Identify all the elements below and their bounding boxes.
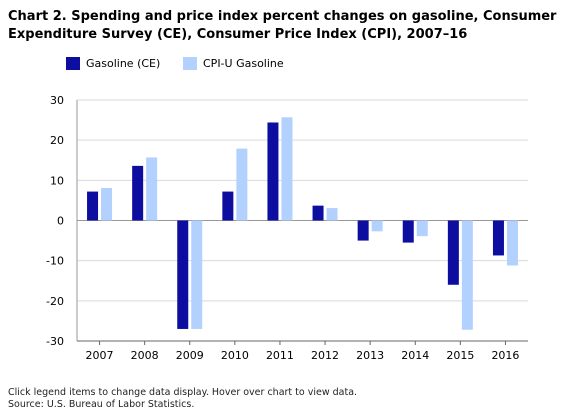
- y-tick-label: 30: [50, 94, 64, 107]
- bar-cpi-u-gasoline[interactable]: [236, 148, 248, 221]
- x-tick-label: 2011: [266, 349, 294, 362]
- x-tick-label: 2013: [356, 349, 384, 362]
- bar-gasoline-ce[interactable]: [492, 220, 504, 256]
- x-tick-label: 2007: [86, 349, 114, 362]
- x-tick-label: 2009: [176, 349, 204, 362]
- bar-cpi-u-gasoline[interactable]: [371, 220, 383, 232]
- y-tick-label: 20: [50, 134, 64, 147]
- footer-note: Click legend items to change data displa…: [8, 387, 358, 398]
- bar-cpi-u-gasoline[interactable]: [416, 220, 428, 237]
- bar-gasoline-ce[interactable]: [357, 220, 369, 241]
- chart-title-line-1: Chart 2. Spending and price index percen…: [8, 9, 557, 24]
- x-tick-label: 2016: [491, 349, 519, 362]
- x-tick-label: 2012: [311, 349, 339, 362]
- legend-swatch: [66, 57, 80, 70]
- bar-cpi-u-gasoline[interactable]: [191, 220, 203, 329]
- chart-title: Chart 2. Spending and price index percen…: [8, 8, 560, 44]
- bar-cpi-u-gasoline[interactable]: [461, 220, 473, 330]
- bar-gasoline-ce[interactable]: [177, 220, 189, 329]
- legend-label: Gasoline (CE): [86, 57, 161, 70]
- x-tick-label: 2008: [131, 349, 159, 362]
- x-tick-label: 2015: [446, 349, 474, 362]
- x-tick-label: 2010: [221, 349, 249, 362]
- footer: Click legend items to change data displa…: [8, 387, 357, 411]
- bar-cpi-u-gasoline[interactable]: [281, 117, 293, 221]
- legend-item-gasoline-ce[interactable]: Gasoline (CE): [66, 57, 160, 70]
- y-tick-label: 10: [50, 174, 64, 187]
- bar-cpi-u-gasoline[interactable]: [101, 187, 113, 221]
- y-tick-label: -20: [46, 295, 64, 308]
- y-tick-label: -30: [46, 335, 64, 348]
- bar-gasoline-ce[interactable]: [267, 122, 279, 221]
- bar-gasoline-ce[interactable]: [312, 205, 324, 221]
- legend-swatch: [183, 57, 197, 70]
- y-tick-label: 0: [57, 215, 64, 228]
- legend-label: CPI-U Gasoline: [203, 57, 284, 70]
- bar-gasoline-ce[interactable]: [402, 220, 414, 243]
- x-tick-label: 2014: [401, 349, 429, 362]
- bar-gasoline-ce[interactable]: [132, 165, 144, 221]
- footer-source: Source: U.S. Bureau of Labor Statistics.: [8, 399, 195, 410]
- bar-gasoline-ce[interactable]: [87, 191, 99, 221]
- y-tick-label: -10: [46, 255, 64, 268]
- bar-cpi-u-gasoline[interactable]: [146, 157, 158, 221]
- legend-item-cpi-u-gasoline[interactable]: CPI-U Gasoline: [183, 57, 284, 70]
- bar-cpi-u-gasoline[interactable]: [506, 220, 518, 266]
- bar-gasoline-ce[interactable]: [222, 191, 234, 221]
- bar-gasoline-ce[interactable]: [447, 220, 459, 285]
- chart-title-line-2: Expenditure Survey (CE), Consumer Price …: [8, 27, 468, 42]
- bar-cpi-u-gasoline[interactable]: [326, 208, 338, 221]
